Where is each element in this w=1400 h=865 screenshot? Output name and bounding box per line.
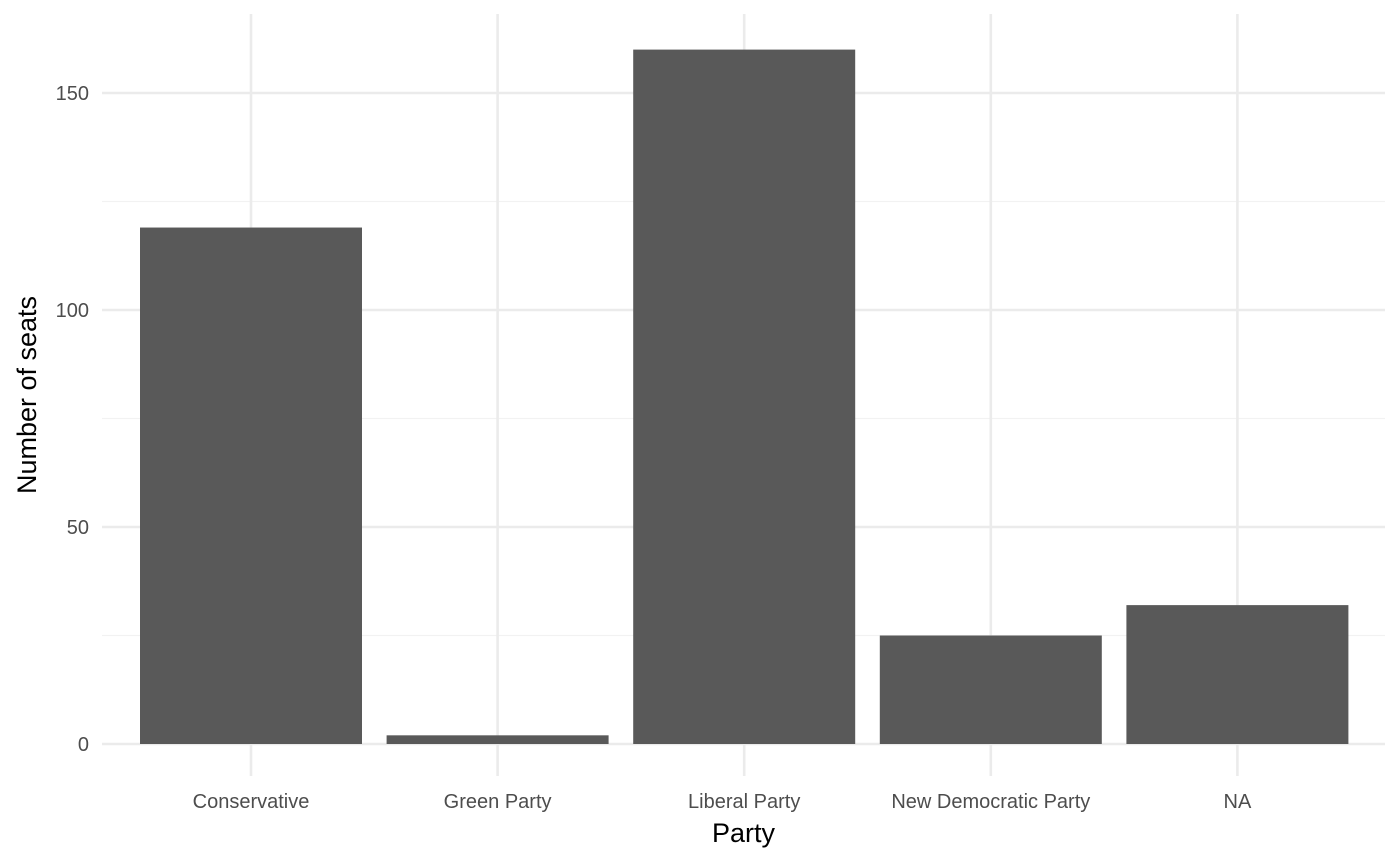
x-axis-title: Party	[712, 818, 776, 848]
bar-na	[1126, 605, 1349, 744]
x-tick-label: Liberal Party	[688, 791, 800, 813]
y-tick-label: 0	[78, 734, 89, 756]
y-tick-labels: 0 50 100 150	[56, 83, 89, 756]
x-tick-labels: Conservative Green Party Liberal Party New …	[193, 791, 1252, 813]
bar-green-party	[386, 735, 609, 744]
x-tick-label: Conservative	[193, 791, 310, 813]
y-tick-label: 50	[67, 517, 89, 539]
bars-layer	[140, 49, 1349, 745]
bar-liberal-party	[633, 49, 856, 745]
x-tick-label: New Democratic Party	[891, 791, 1090, 813]
y-tick-label: 100	[56, 300, 89, 322]
y-tick-label: 150	[56, 83, 89, 105]
x-tick-label: NA	[1224, 791, 1252, 813]
bar-new-democratic-party	[879, 635, 1102, 744]
x-tick-label: Green Party	[444, 791, 552, 813]
y-axis-title: Number of seats	[12, 296, 42, 494]
bar-conservative	[140, 227, 362, 745]
